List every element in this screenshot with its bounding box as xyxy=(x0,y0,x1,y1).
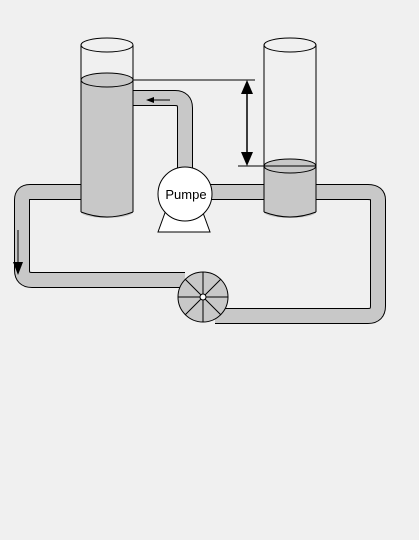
right-tank xyxy=(263,37,317,218)
flow-direction-arrow xyxy=(13,230,23,275)
level-difference-arrow xyxy=(133,79,316,167)
pipe-loop xyxy=(14,184,386,324)
pump-label: Pumpe xyxy=(165,187,206,202)
left-tank xyxy=(80,37,134,218)
return-pipe xyxy=(133,90,193,170)
return-flow-arrow xyxy=(146,97,170,103)
turbine-wheel xyxy=(177,271,229,323)
pump: Pumpe xyxy=(157,166,213,233)
